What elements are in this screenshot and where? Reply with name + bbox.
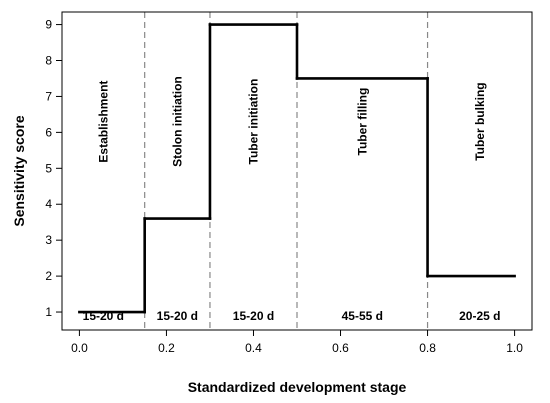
stage-label-5: Tuber bulking bbox=[473, 82, 487, 160]
y-tick-label-3: 4 bbox=[45, 197, 52, 211]
stage-label-2: Stolon initiation bbox=[170, 76, 184, 167]
duration-label-5: 20-25 d bbox=[459, 309, 500, 323]
stage-labels: Establishment Stolon initiation Tuber init… bbox=[96, 76, 486, 167]
y-tick-label-2: 3 bbox=[45, 233, 52, 247]
x-tick-label-5: 1.0 bbox=[506, 341, 523, 355]
x-tick-label-2: 0.4 bbox=[245, 341, 262, 355]
stage-label-1: Establishment bbox=[96, 81, 110, 163]
stage-boundaries bbox=[144, 12, 429, 330]
x-axis-title: Standardized development stage bbox=[188, 379, 407, 395]
duration-label-4: 45-55 d bbox=[342, 309, 383, 323]
x-tick-label-4: 0.8 bbox=[419, 341, 436, 355]
duration-label-1: 15-20 d bbox=[83, 309, 124, 323]
x-axis: 0.0 0.2 0.4 0.6 0.8 1.0 bbox=[71, 330, 523, 355]
y-tick-label-0: 1 bbox=[45, 305, 52, 319]
y-tick-label-8: 9 bbox=[45, 18, 52, 32]
x-tick-label-3: 0.6 bbox=[332, 341, 349, 355]
sensitivity-step-line bbox=[78, 23, 516, 314]
y-axis: 1 2 3 4 5 6 7 8 9 bbox=[45, 18, 62, 319]
x-tick-label-1: 0.2 bbox=[158, 341, 175, 355]
y-tick-label-1: 2 bbox=[45, 269, 52, 283]
stage-label-3: Tuber initiation bbox=[246, 79, 260, 165]
y-tick-label-5: 6 bbox=[45, 125, 52, 139]
stage-label-4: Tuber filling bbox=[355, 88, 369, 156]
y-axis-title: Sensitivity score bbox=[11, 115, 27, 226]
duration-labels: 15-20 d 15-20 d 15-20 d 45-55 d 20-25 d bbox=[83, 309, 501, 323]
y-tick-label-4: 5 bbox=[45, 161, 52, 175]
plot-frame bbox=[61, 11, 533, 331]
y-tick-label-7: 8 bbox=[45, 54, 52, 68]
duration-label-3: 15-20 d bbox=[233, 309, 274, 323]
x-tick-label-0: 0.0 bbox=[71, 341, 88, 355]
duration-label-2: 15-20 d bbox=[157, 309, 198, 323]
y-tick-label-6: 7 bbox=[45, 89, 52, 103]
